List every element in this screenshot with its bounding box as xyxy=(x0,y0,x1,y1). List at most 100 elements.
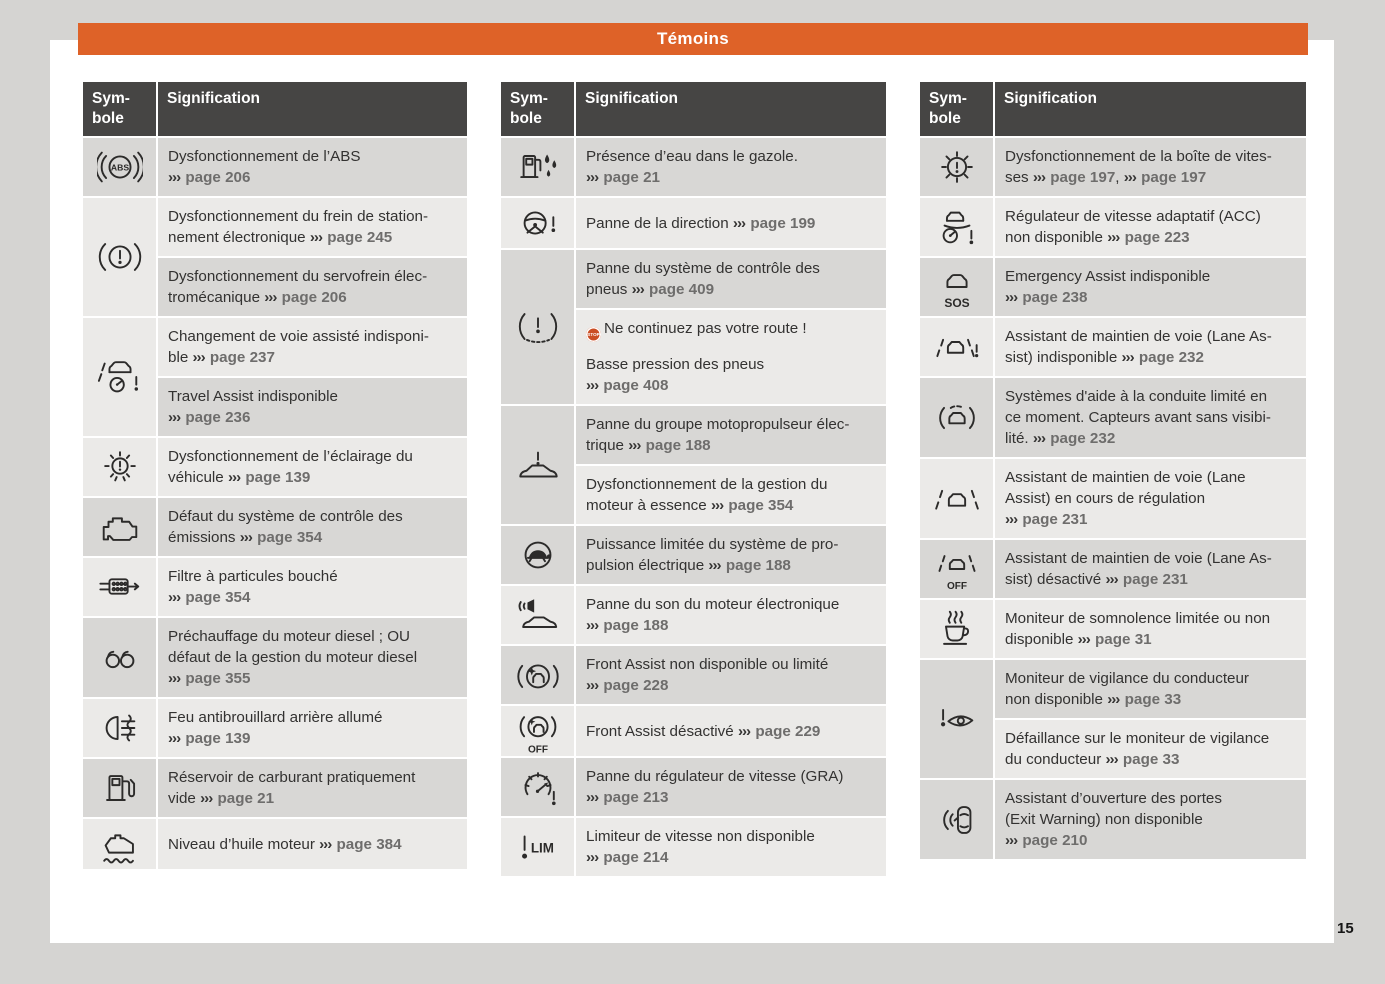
signification-text: Niveau d’huile moteur xyxy=(168,835,320,853)
column-header-symbole: Sym- bole xyxy=(501,82,574,136)
page-reference-link[interactable]: page 237 xyxy=(209,349,275,366)
signification-cell: Changement de voie assisté indisponi-ble… xyxy=(158,318,467,376)
page-reference-link[interactable]: page 354 xyxy=(728,497,794,514)
cross-reference-arrows: ››› xyxy=(309,229,326,246)
signification-cell: Panne du son du moteur électronique ››› p… xyxy=(576,586,886,644)
page-reference-link[interactable]: page 354 xyxy=(185,589,251,606)
signification-cell: Dysfonctionnement du frein de station-ne… xyxy=(158,198,467,256)
page-reference-link[interactable]: page 188 xyxy=(645,437,711,454)
page-reference-link[interactable]: page 197 xyxy=(1050,169,1116,186)
cross-reference-arrows: ››› xyxy=(1005,511,1021,528)
cross-reference-arrows: ››› xyxy=(732,214,749,232)
warning-lights-table-3: Sym- bole Signification Dysfonctionnement … xyxy=(920,82,1306,859)
signification-cell: Panne du groupe motopropulseur élec-triq… xyxy=(576,406,886,464)
page-reference-link[interactable]: page 232 xyxy=(1138,349,1204,366)
page-reference-link[interactable]: page 223 xyxy=(1124,229,1190,246)
signification-text: Panne du groupe motopropulseur élec- xyxy=(586,416,850,433)
page-reference-link[interactable]: page 206 xyxy=(281,289,347,306)
emergency-assist-icon: SOS xyxy=(920,258,993,316)
page-reference-link[interactable]: page 384 xyxy=(336,835,402,853)
signification-text: du conducteur xyxy=(1005,751,1106,768)
signification-text: pulsion électrique xyxy=(586,557,709,574)
signification-text: ce moment. Capteurs avant sans visibi- xyxy=(1005,409,1271,426)
page-reference-link[interactable]: page 188 xyxy=(725,557,791,574)
signification-text: Réservoir de carburant pratiquement xyxy=(168,769,416,786)
cross-reference-arrows: ››› xyxy=(586,849,602,866)
page-reference-link[interactable]: page 206 xyxy=(185,169,251,186)
speed-limiter-icon: LIM xyxy=(501,818,574,876)
page-reference-link[interactable]: page 354 xyxy=(257,529,323,546)
page-reference-link[interactable]: page 139 xyxy=(185,730,251,747)
signification-text: Panne du son du moteur électronique xyxy=(586,596,840,613)
page-reference-link[interactable]: page 139 xyxy=(245,469,311,486)
signification-text: Changement de voie assisté indisponi- xyxy=(168,328,429,345)
page-number: 15 xyxy=(1337,920,1354,937)
signification-text: Dysfonctionnement de la boîte de vites- xyxy=(1005,148,1272,165)
signification-cell: Dysfonctionnement de l’éclairage du véhic… xyxy=(158,438,467,496)
signification-text: sist) indisponible xyxy=(1005,349,1122,366)
signification-cell: Moniteur de vigilance du conducteur non d… xyxy=(995,660,1306,718)
signification-text: Emergency Assist indisponible xyxy=(1005,268,1211,285)
cross-reference-arrows: ››› xyxy=(1107,229,1123,246)
signification-text: Front Assist non disponible ou limité xyxy=(586,656,829,673)
signification-cell: Travel Assist indisponible ››› page 236 xyxy=(158,378,467,436)
signification-text: véhicule xyxy=(168,469,228,486)
engine-oil-level-icon xyxy=(83,819,156,869)
signification-text: Puissance limitée du système de pro- xyxy=(586,536,839,553)
signification-text: trique xyxy=(586,437,629,454)
page-reference-link[interactable]: page 210 xyxy=(1022,832,1088,849)
page-reference-link[interactable]: page 21 xyxy=(217,790,275,807)
cross-reference-arrows: ››› xyxy=(586,169,602,186)
cross-reference-arrows: ››› xyxy=(586,677,602,694)
signification-cell: Défaut du système de contrôle des émissio… xyxy=(158,498,467,556)
page-reference-link[interactable]: page 232 xyxy=(1050,430,1116,447)
front-sensors-blocked-icon xyxy=(920,378,993,457)
page-reference-link[interactable]: page 231 xyxy=(1122,571,1188,588)
front-assist-icon xyxy=(501,646,574,704)
page-reference-link[interactable]: page 355 xyxy=(185,670,251,687)
signification-text: disponible xyxy=(1005,631,1078,648)
signification-cell: Assistant de maintien de voie (Lane Assis… xyxy=(995,459,1306,538)
signification-text: Feu antibrouillard arrière allumé xyxy=(168,709,383,726)
exit-warning-icon xyxy=(920,780,993,859)
column-header-symbole: Sym- bole xyxy=(920,82,993,136)
signification-text: Dysfonctionnement du frein de station- xyxy=(168,208,429,225)
signification-cell: STOP Ne continuez pas votre route ! Basse … xyxy=(576,310,886,404)
signification-text: Basse pression des pneus xyxy=(586,356,765,373)
reduced-power-turtle-icon xyxy=(501,526,574,584)
signification-text: Assist) en cours de régulation xyxy=(1005,490,1206,507)
cross-reference-arrows: ››› xyxy=(586,617,602,634)
page-reference-link[interactable]: page 228 xyxy=(603,677,669,694)
page-reference-link[interactable]: page 409 xyxy=(649,281,715,298)
signification-text: Assistant de maintien de voie (Lane xyxy=(1005,469,1246,486)
page-reference-link[interactable]: page 197 xyxy=(1141,169,1207,186)
page-reference-link[interactable]: page 408 xyxy=(603,377,669,394)
cross-reference-arrows: ››› xyxy=(737,722,754,740)
lane-assist-active-icon xyxy=(920,459,993,538)
page-reference-link[interactable]: page 33 xyxy=(1124,691,1182,708)
column-header-symbole: Sym- bole xyxy=(83,82,156,136)
page-reference-link[interactable]: page 245 xyxy=(327,229,393,246)
signification-text: Dysfonctionnement de l’éclairage du xyxy=(168,448,413,465)
glow-plug-icon xyxy=(83,618,156,697)
page-reference-link[interactable]: page 21 xyxy=(603,169,660,186)
brake-system-warning-icon xyxy=(83,198,156,316)
page-reference-link[interactable]: page 236 xyxy=(185,409,251,426)
page-reference-link[interactable]: page 188 xyxy=(603,617,669,634)
signification-cell: Panne du système de contrôle des pneus ››… xyxy=(576,250,886,308)
water-in-fuel-icon xyxy=(501,138,574,196)
page-reference-link[interactable]: page 214 xyxy=(603,849,669,866)
svg-text:OFF: OFF xyxy=(946,581,966,592)
signification-text: Travel Assist indisponible xyxy=(168,388,338,405)
page-reference-link[interactable]: page 229 xyxy=(755,722,821,740)
page-reference-link[interactable]: page 33 xyxy=(1122,751,1180,768)
page-reference-link[interactable]: page 31 xyxy=(1095,631,1152,648)
signification-text: Systèmes d'aide à la conduite limité en xyxy=(1005,388,1268,405)
page-reference-link[interactable]: page 213 xyxy=(603,789,669,806)
page-reference-link[interactable]: page 238 xyxy=(1022,289,1088,306)
page-title: Témoins xyxy=(656,29,729,48)
cross-reference-arrows: ››› xyxy=(168,409,184,426)
page-reference-link[interactable]: page 199 xyxy=(750,214,816,232)
page-reference-link[interactable]: page 231 xyxy=(1022,511,1088,528)
